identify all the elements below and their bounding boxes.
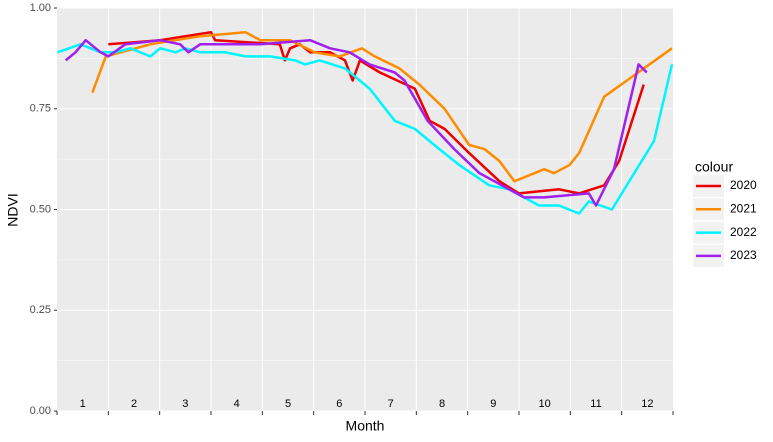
line: [57, 43, 674, 215]
line: [64, 38, 648, 207]
x-tick-label: 9: [490, 398, 496, 410]
y-tick-label: 1.00: [30, 2, 51, 14]
x-tick-label: 11: [590, 398, 601, 410]
legend-label: 2022: [730, 225, 757, 239]
legend-label: 2020: [730, 178, 757, 192]
legend-title: colour: [695, 159, 733, 175]
x-tick-label: 4: [234, 398, 240, 410]
y-tick-label: 0.75: [30, 103, 51, 115]
x-tick-label: 12: [641, 398, 653, 410]
y-tick-label: 0.50: [30, 203, 51, 215]
y-tick-label: 0.00: [30, 405, 51, 417]
x-tick-label: 3: [182, 398, 188, 410]
y-tick-label: 0.25: [30, 304, 51, 316]
legend-label: 2023: [730, 248, 757, 262]
x-tick-label: 10: [539, 398, 551, 410]
x-tick-label: 5: [285, 398, 291, 410]
line: [108, 30, 645, 195]
x-tick-label: 8: [439, 398, 445, 410]
legend-label: 2021: [730, 201, 757, 215]
x-tick-label: 7: [388, 398, 394, 410]
x-tick-label: 1: [80, 398, 86, 410]
x-axis-title: Month: [346, 418, 385, 434]
x-tick-label: 2: [131, 398, 137, 410]
x-tick-label: 6: [336, 398, 342, 410]
line: [91, 30, 673, 183]
y-axis-title: NDVI: [5, 193, 21, 226]
